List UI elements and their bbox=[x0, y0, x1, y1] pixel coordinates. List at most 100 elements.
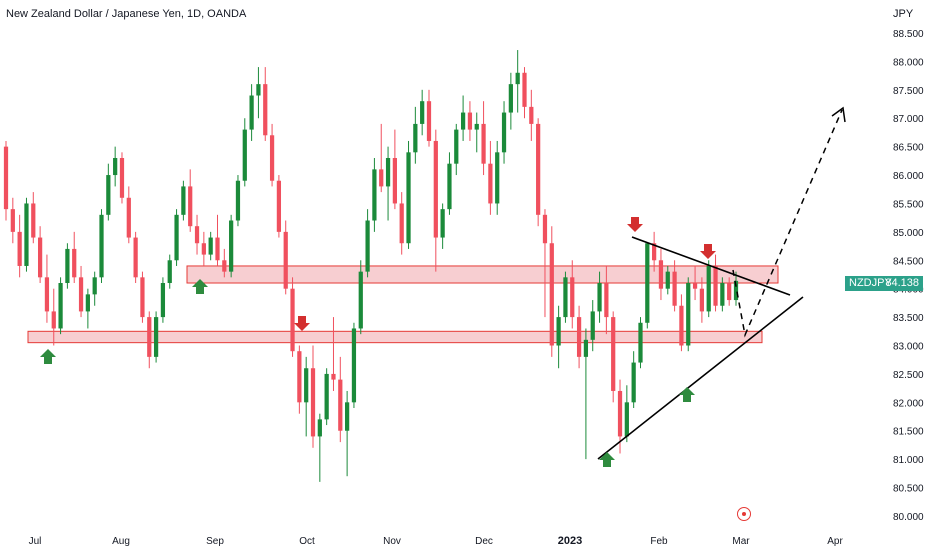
candle-body bbox=[542, 214, 548, 244]
candle-body bbox=[406, 152, 411, 244]
y-tick-label: 87.500 bbox=[893, 86, 924, 97]
candle-body bbox=[686, 283, 691, 346]
candle-body bbox=[420, 101, 425, 124]
y-tick-label: 87.000 bbox=[893, 114, 924, 125]
up-arrow-icon bbox=[40, 349, 56, 364]
candle-body bbox=[181, 186, 186, 215]
candle-body bbox=[153, 317, 159, 357]
y-tick-label: 86.000 bbox=[893, 171, 924, 182]
candle-body bbox=[508, 84, 513, 113]
chart-title: New Zealand Dollar / Japanese Yen, 1D, O… bbox=[6, 8, 247, 20]
y-tick-label: 85.500 bbox=[893, 199, 924, 210]
candle-body bbox=[147, 317, 152, 357]
candle-body bbox=[24, 203, 29, 266]
candle-body bbox=[31, 203, 36, 238]
down-arrow-icon bbox=[294, 316, 310, 331]
x-tick-label: Jul bbox=[29, 536, 42, 547]
drawings-layer bbox=[40, 106, 846, 467]
candle-body bbox=[3, 146, 9, 210]
candle-body bbox=[631, 362, 636, 403]
candle-body bbox=[317, 419, 322, 437]
candle-body bbox=[488, 163, 493, 204]
candle-body bbox=[133, 237, 138, 278]
y-tick-label: 80.500 bbox=[893, 484, 924, 495]
candle-body bbox=[351, 328, 357, 403]
projection-arrowhead bbox=[831, 106, 846, 123]
candle-body bbox=[617, 390, 623, 437]
candle-body bbox=[433, 140, 438, 238]
y-tick-label: 88.000 bbox=[893, 57, 924, 68]
zone-rect bbox=[186, 265, 779, 284]
candle-body bbox=[269, 135, 275, 181]
x-tick-label: Apr bbox=[827, 536, 843, 547]
candle-body bbox=[372, 169, 377, 221]
candle-body bbox=[304, 368, 309, 403]
currency-label: JPY bbox=[893, 8, 914, 20]
candle-body bbox=[638, 322, 643, 363]
projection-path bbox=[732, 109, 843, 338]
candle-body bbox=[665, 271, 670, 289]
candle-body bbox=[276, 180, 282, 232]
candle-body bbox=[160, 283, 166, 318]
candle-body bbox=[583, 339, 589, 357]
candle-body bbox=[72, 248, 77, 278]
candles-layer bbox=[3, 50, 739, 482]
candle-body bbox=[624, 402, 629, 437]
candle-body bbox=[576, 317, 582, 357]
candle-body bbox=[78, 277, 84, 312]
candle-body bbox=[515, 72, 520, 85]
upper-trendline bbox=[631, 236, 791, 296]
candle-body bbox=[474, 123, 479, 130]
candle-body bbox=[495, 152, 500, 204]
y-tick-label: 82.000 bbox=[893, 398, 924, 409]
x-tick-label: Nov bbox=[383, 536, 401, 547]
candle-body bbox=[460, 112, 466, 130]
candle-body bbox=[399, 203, 404, 244]
candle-body bbox=[99, 214, 104, 278]
candle-body bbox=[235, 180, 241, 221]
x-tick-label: Feb bbox=[650, 536, 668, 547]
up-arrow-icon bbox=[192, 279, 208, 294]
candle-body bbox=[174, 214, 179, 261]
candle-body bbox=[590, 311, 595, 340]
candle-body bbox=[570, 277, 575, 318]
candle-body bbox=[679, 305, 684, 346]
y-tick-label: 80.000 bbox=[893, 512, 924, 523]
candle-body bbox=[283, 231, 288, 289]
candle-body bbox=[597, 283, 602, 312]
candle-body bbox=[345, 402, 350, 431]
x-tick-label: Dec bbox=[475, 536, 493, 547]
candle-body bbox=[365, 220, 370, 272]
y-tick-label: 83.500 bbox=[893, 313, 924, 324]
candle-body bbox=[713, 265, 718, 306]
candle-body bbox=[290, 288, 295, 352]
candle-body bbox=[249, 95, 254, 130]
candle-body bbox=[51, 311, 56, 329]
candle-body bbox=[358, 271, 363, 329]
candle-body bbox=[536, 123, 541, 215]
candle-body bbox=[222, 260, 227, 272]
lower-trendline bbox=[597, 296, 804, 460]
candle-body bbox=[652, 243, 657, 261]
candle-body bbox=[113, 158, 118, 176]
x-tick-label: Sep bbox=[206, 536, 224, 547]
target-icon[interactable] bbox=[737, 507, 751, 521]
candle-body bbox=[263, 84, 268, 136]
candle-body bbox=[85, 294, 90, 312]
candle-body bbox=[426, 101, 432, 141]
candle-body bbox=[10, 209, 15, 232]
up-arrow-icon bbox=[679, 387, 695, 402]
candle-body bbox=[392, 158, 397, 204]
candle-body bbox=[692, 283, 698, 289]
y-tick-label: 81.000 bbox=[893, 455, 924, 466]
candle-body bbox=[65, 248, 70, 284]
zones-layer bbox=[27, 265, 779, 344]
candle-body bbox=[297, 351, 302, 403]
candle-body bbox=[611, 317, 616, 391]
candle-body bbox=[229, 220, 234, 272]
candle-body bbox=[454, 129, 459, 164]
candle-body bbox=[242, 129, 247, 181]
candle-body bbox=[106, 175, 111, 215]
